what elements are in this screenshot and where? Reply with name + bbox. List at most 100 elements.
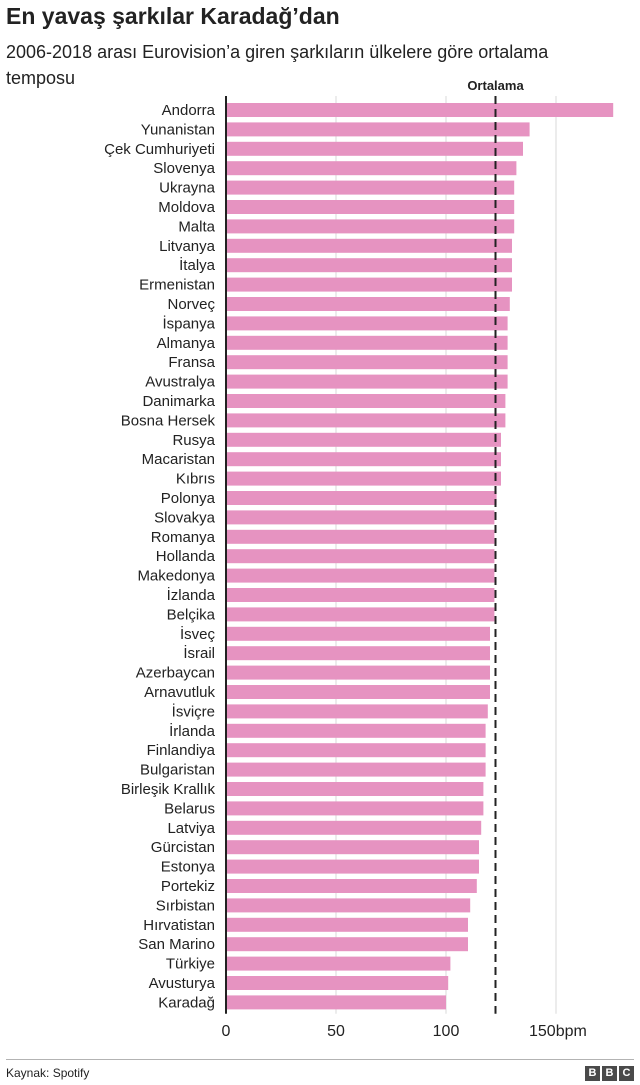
- bar: [226, 510, 495, 525]
- category-label: Estonya: [161, 859, 216, 876]
- category-label: Ukrayna: [159, 180, 216, 197]
- bar: [226, 995, 446, 1010]
- bar: [226, 549, 495, 564]
- bbc-logo-letter: C: [619, 1066, 634, 1081]
- bar: [226, 898, 471, 913]
- category-label: İzlanda: [167, 586, 216, 604]
- bar: [226, 297, 510, 311]
- category-label: Slovakya: [154, 509, 216, 526]
- bar: [226, 161, 517, 176]
- chart-title: En yavaş şarkılar Karadağ’dan: [6, 3, 340, 29]
- category-label: Latviya: [167, 820, 215, 837]
- bar: [226, 685, 490, 699]
- bar: [226, 374, 508, 389]
- category-label: Bulgaristan: [140, 762, 215, 779]
- bar: [226, 723, 486, 738]
- category-label: Romanya: [151, 529, 216, 546]
- category-label: Karadağ: [158, 994, 215, 1011]
- category-label: Birleşik Krallık: [121, 781, 216, 798]
- category-label: İrlanda: [169, 722, 216, 740]
- bar: [226, 762, 486, 777]
- footer-divider: [6, 1059, 634, 1060]
- category-label: Hırvatistan: [143, 917, 215, 934]
- category-label: Fransa: [168, 354, 215, 371]
- category-label: Portekiz: [161, 878, 215, 895]
- bar: [226, 413, 506, 428]
- category-label: Sırbistan: [156, 897, 215, 914]
- category-label: Macaristan: [142, 451, 215, 468]
- category-label: Slovenya: [153, 160, 215, 177]
- category-label: Moldova: [158, 199, 215, 216]
- bar: [226, 820, 482, 835]
- bar: [226, 122, 530, 137]
- category-label: Çek Cumhuriyeti: [104, 141, 215, 158]
- bar: [226, 976, 449, 990]
- bar: [226, 956, 451, 971]
- category-label: İsviçre: [172, 702, 215, 720]
- category-label: San Marino: [138, 936, 215, 953]
- category-label: Belarus: [164, 800, 215, 817]
- bar: [226, 103, 614, 117]
- category-label: Almanya: [157, 335, 216, 352]
- bar: [226, 917, 468, 932]
- category-label: Avustralya: [145, 374, 215, 391]
- bbc-logo-letter: B: [602, 1066, 617, 1081]
- category-label: Avusturya: [149, 975, 216, 992]
- bar: [226, 937, 468, 952]
- chart-subtitle: 2006-2018 arası Eurovision’a giren şarkı…: [6, 42, 549, 88]
- category-label: Polonya: [161, 490, 216, 507]
- bar: [226, 879, 477, 893]
- category-label: Gürcistan: [151, 839, 215, 856]
- category-label: Türkiye: [166, 956, 215, 973]
- category-label: Azerbaycan: [136, 665, 215, 682]
- category-label: Arnavutluk: [144, 684, 215, 701]
- x-tick-label: 150bpm: [529, 1023, 587, 1040]
- category-label: Makedonya: [137, 568, 215, 585]
- bar: [226, 471, 501, 486]
- category-label: İspanya: [162, 314, 215, 332]
- category-label: Litvanya: [159, 238, 216, 255]
- bar: [226, 200, 515, 214]
- bar: [226, 704, 488, 719]
- bar: [226, 801, 484, 816]
- category-label: İsveç: [180, 625, 216, 643]
- bar: [226, 529, 495, 544]
- category-label: Bosna Hersek: [121, 412, 216, 429]
- category-label: İsrail: [183, 644, 215, 662]
- category-label: Finlandiya: [147, 742, 216, 759]
- bar: [226, 394, 506, 408]
- bar: [226, 840, 479, 855]
- bbc-logo-letter: B: [585, 1066, 600, 1081]
- bar: [226, 743, 486, 758]
- bar: [226, 219, 515, 234]
- bbc-logo: B B C: [585, 1066, 634, 1081]
- bar: [226, 859, 479, 874]
- category-label: Andorra: [162, 102, 216, 119]
- category-label: Yunanistan: [141, 121, 215, 138]
- bar: [226, 335, 508, 350]
- x-tick-label: 50: [327, 1023, 345, 1040]
- category-label: Belçika: [167, 606, 216, 623]
- bar: [226, 432, 501, 447]
- bar: [226, 238, 512, 253]
- x-tick-label: 0: [222, 1023, 231, 1040]
- bar: [226, 141, 523, 156]
- average-label: Ortalama: [467, 78, 524, 93]
- bar: [226, 355, 508, 370]
- bar: [226, 491, 497, 505]
- bar: [226, 665, 490, 680]
- category-label: Danimarka: [142, 393, 215, 410]
- bar: [226, 588, 495, 602]
- bar: [226, 607, 495, 622]
- category-label: Kıbrıs: [176, 471, 215, 488]
- category-label: Hollanda: [156, 548, 216, 565]
- bar: [226, 258, 512, 273]
- bar: [226, 646, 490, 661]
- category-label: Rusya: [172, 432, 215, 449]
- category-label: Ermenistan: [139, 277, 215, 294]
- bar-chart: Andorra Yunanistan Çek Cumhuriyeti Slovenya…: [104, 78, 614, 1040]
- bar: [226, 568, 495, 583]
- source-note: Kaynak: Spotify: [6, 1066, 90, 1080]
- bar: [226, 782, 484, 796]
- bar: [226, 452, 501, 467]
